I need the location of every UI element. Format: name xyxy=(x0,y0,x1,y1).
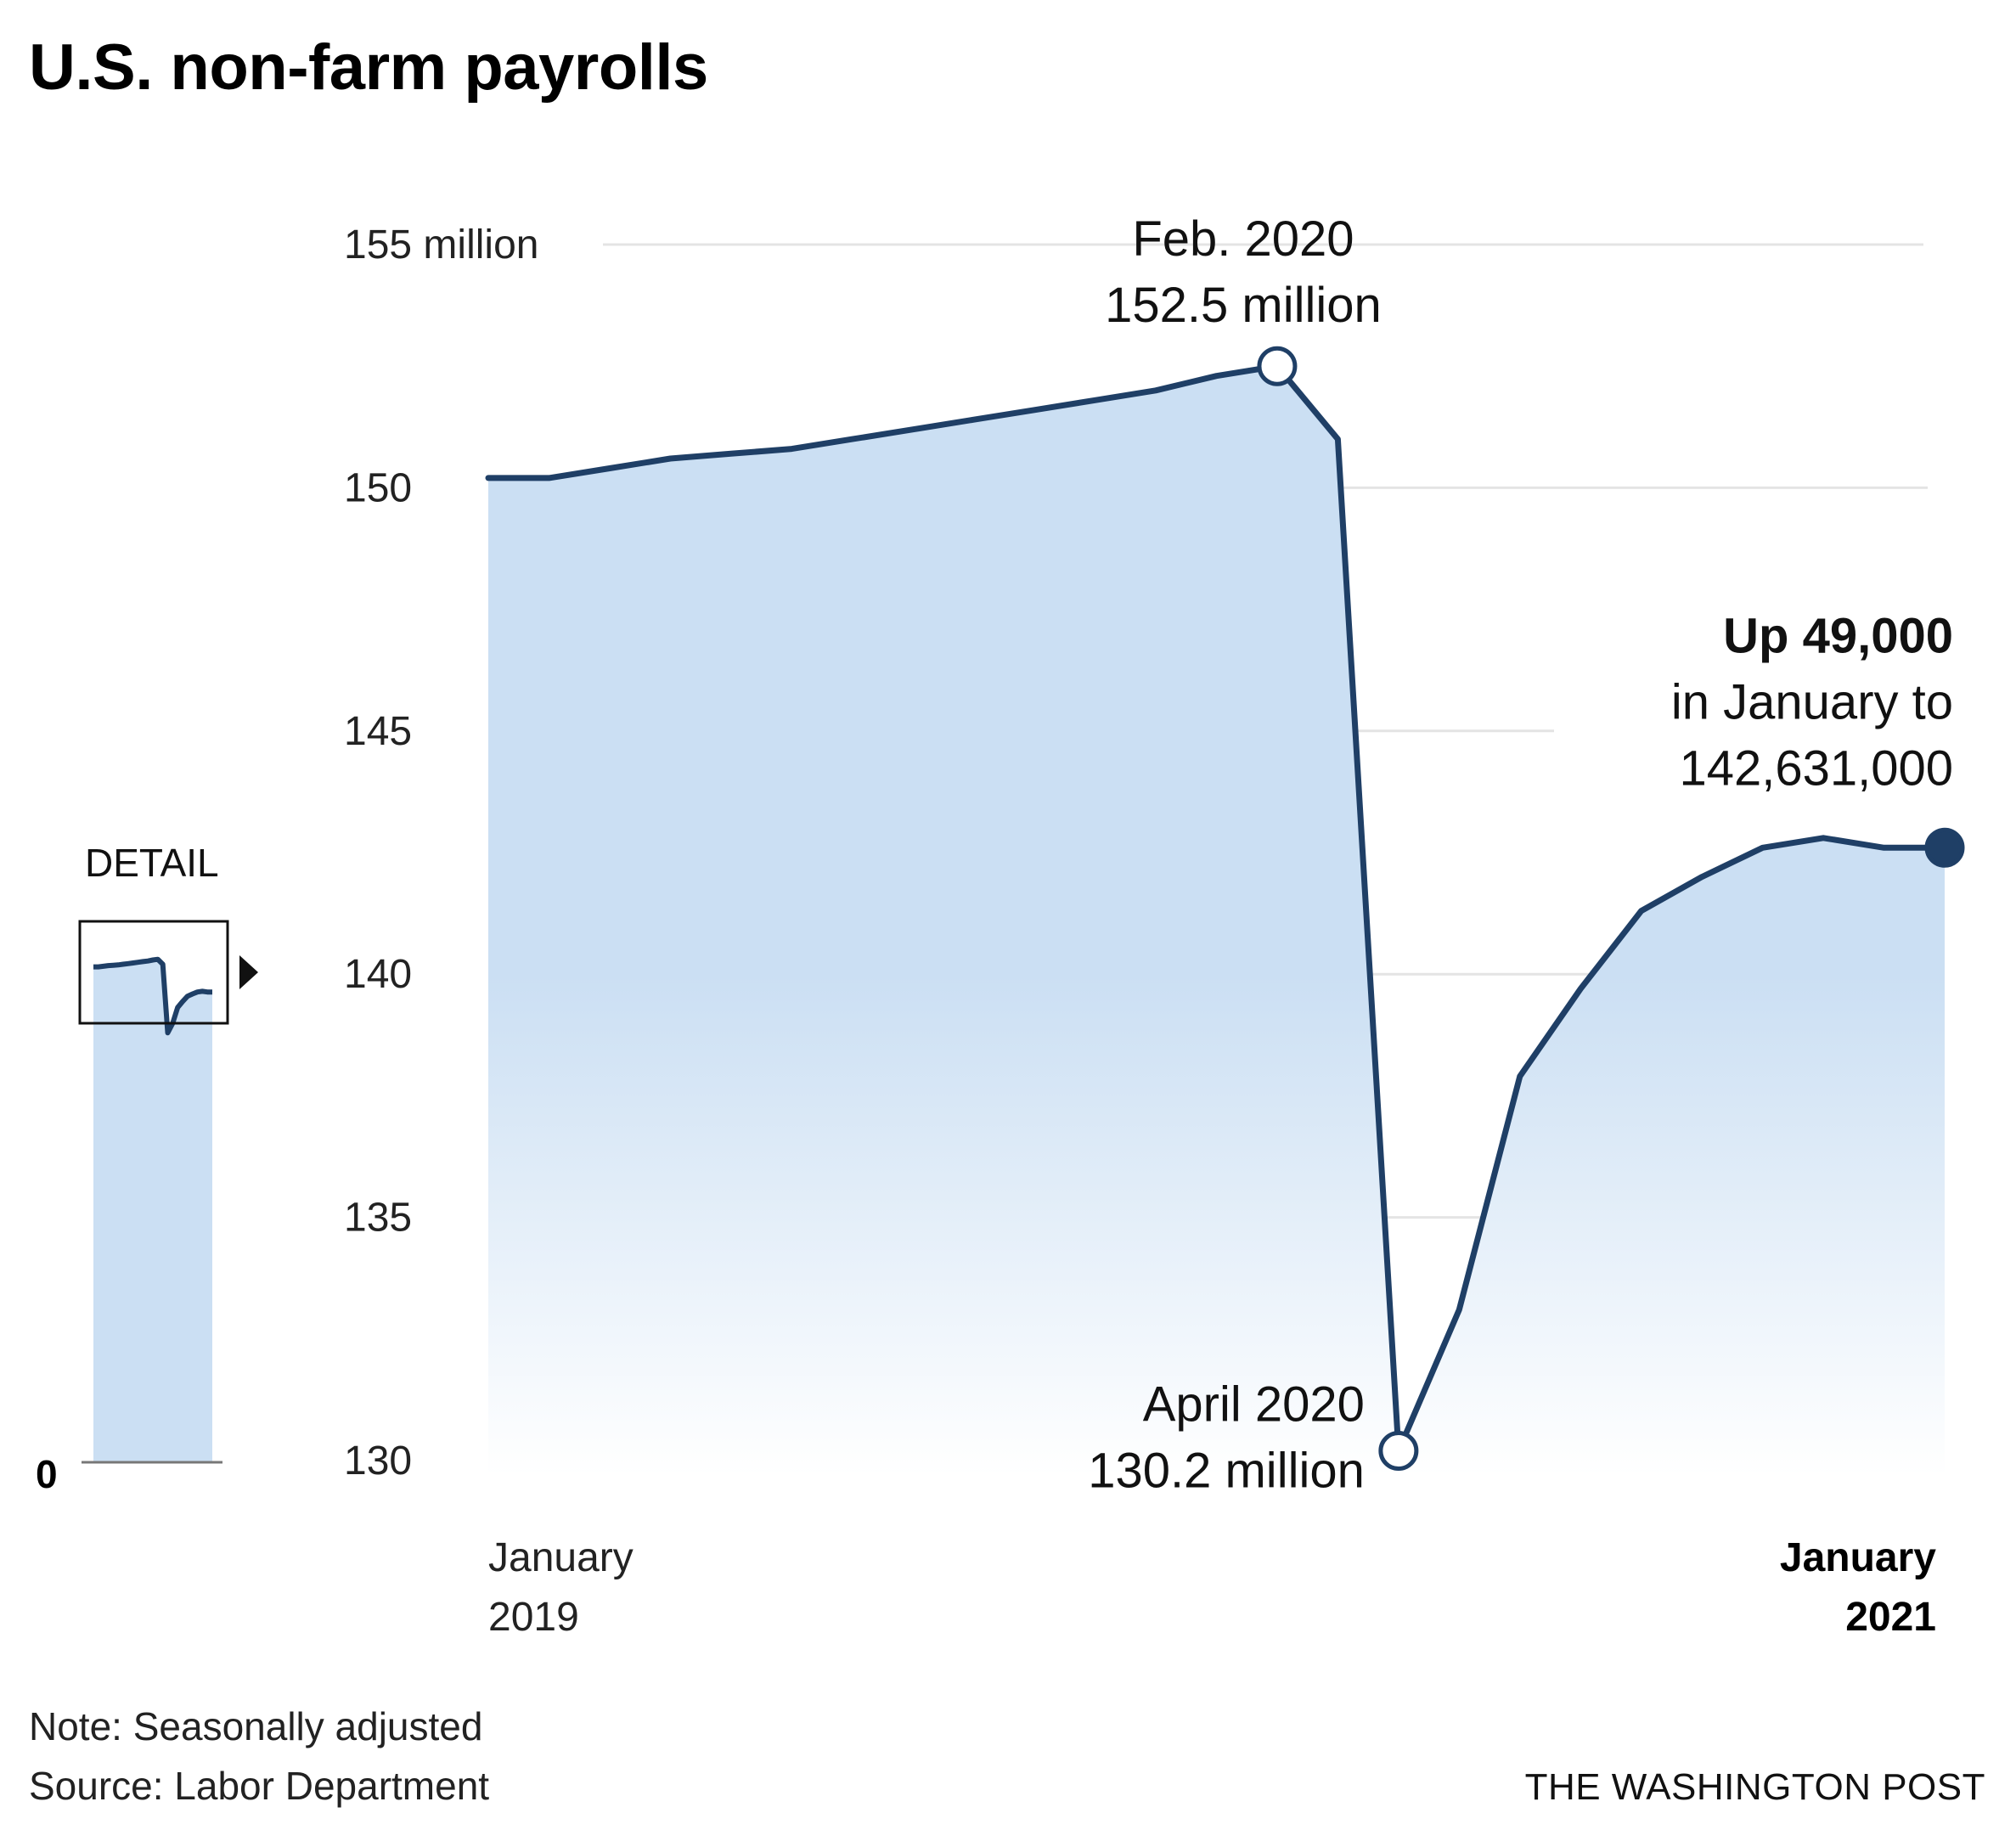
credit: THE WASHINGTON POST xyxy=(1524,1766,1985,1808)
note: Note: Seasonally adjusted xyxy=(29,1704,483,1748)
marker-2020-02 xyxy=(1257,346,1298,386)
y-tick-label-145: 145 xyxy=(344,709,412,754)
payrolls-area xyxy=(488,366,1945,1477)
x-axis-label-0: January 2019 xyxy=(488,1535,634,1640)
x-axis-label-1: January 2021 xyxy=(1780,1535,1936,1640)
inset-zero-label: 0 xyxy=(36,1452,58,1496)
inset-line xyxy=(93,956,212,1036)
annotations: Feb. 2020 152.5 million April 2020 130.2 mi… xyxy=(1088,211,1965,1499)
inset-pointer-icon xyxy=(239,955,258,989)
marker-2021-01 xyxy=(1924,827,1965,868)
y-axis-ticks: 155 million 150 145 140 135 130 xyxy=(344,222,538,1483)
annotation-2020-02: Feb. 2020 152.5 million xyxy=(1105,211,1382,333)
payrolls-line xyxy=(485,363,1948,1454)
y-tick-label-155: 155 million xyxy=(344,222,538,267)
y-tick-label-150: 150 xyxy=(344,465,412,510)
chart-title: U.S. non-farm payrolls xyxy=(29,31,708,104)
annotation-2020-04: April 2020 130.2 million xyxy=(1088,1377,1365,1499)
detail-inset: DETAIL 0 xyxy=(36,841,258,1496)
inset-detail-label: DETAIL xyxy=(85,841,219,885)
y-tick-label-130: 130 xyxy=(344,1438,412,1483)
y-tick-label-140: 140 xyxy=(344,952,412,997)
payrolls-chart: 155 million 150 145 140 135 130 Feb. 2020 152.… xyxy=(36,211,1965,1640)
annotation-2021-01: Up 49,000 in January to 142,631,000 xyxy=(1671,608,1953,796)
x-axis-labels: January 2019 January 2021 xyxy=(488,1535,1936,1640)
marker-2020-04 xyxy=(1378,1431,1419,1472)
inset-detail-box xyxy=(78,920,229,1025)
inset-area xyxy=(93,959,212,1462)
y-tick-label-135: 135 xyxy=(344,1196,412,1241)
source: Source: Labor Department xyxy=(29,1764,490,1808)
